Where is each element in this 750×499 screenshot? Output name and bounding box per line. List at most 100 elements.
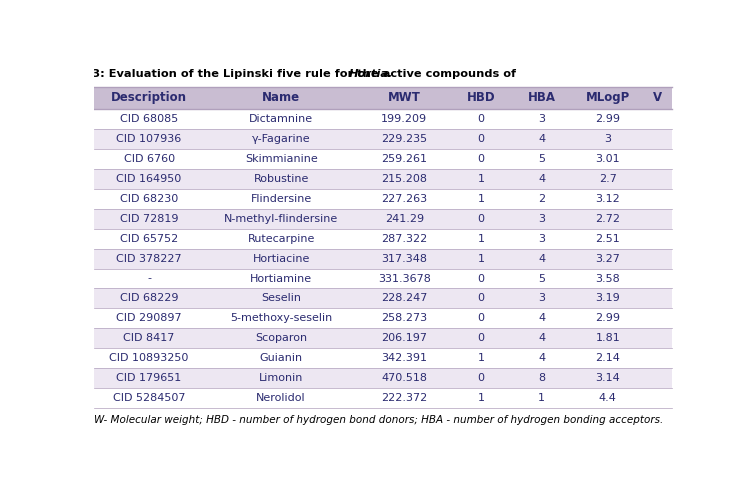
Text: 0: 0 — [478, 154, 484, 164]
Bar — [94, 268, 672, 288]
Text: Hortia.: Hortia. — [349, 69, 393, 79]
Text: 2.99: 2.99 — [596, 313, 620, 323]
Text: 0: 0 — [478, 273, 484, 283]
Bar — [94, 328, 672, 348]
Text: Nerolidol: Nerolidol — [256, 393, 306, 403]
Bar — [94, 129, 672, 149]
Text: 229.235: 229.235 — [381, 134, 427, 144]
Text: CID 290897: CID 290897 — [116, 313, 182, 323]
Text: CID 6760: CID 6760 — [124, 154, 175, 164]
Text: 342.391: 342.391 — [381, 353, 427, 363]
Bar — [94, 288, 672, 308]
Text: Description: Description — [111, 91, 187, 104]
Text: 0: 0 — [478, 313, 484, 323]
Text: 331.3678: 331.3678 — [378, 273, 430, 283]
Text: 228.247: 228.247 — [381, 293, 427, 303]
Text: CID 8417: CID 8417 — [124, 333, 175, 343]
Bar — [94, 388, 672, 408]
Text: 4: 4 — [538, 333, 545, 343]
Text: CID 107936: CID 107936 — [116, 134, 182, 144]
Text: 4: 4 — [538, 174, 545, 184]
Text: Dictamnine: Dictamnine — [249, 114, 314, 124]
Text: 3.14: 3.14 — [596, 373, 620, 383]
Text: γ-Fagarine: γ-Fagarine — [252, 134, 310, 144]
Text: 3.19: 3.19 — [596, 293, 620, 303]
Text: 0: 0 — [478, 293, 484, 303]
Text: 3.58: 3.58 — [596, 273, 620, 283]
Text: Limonin: Limonin — [259, 373, 303, 383]
Text: Seselin: Seselin — [261, 293, 302, 303]
Text: Skimmianine: Skimmianine — [244, 154, 317, 164]
Text: Hortiacine: Hortiacine — [253, 253, 310, 263]
Text: 2.14: 2.14 — [596, 353, 620, 363]
Text: 4.4: 4.4 — [599, 393, 616, 403]
Text: 1: 1 — [478, 234, 484, 244]
Text: 2.72: 2.72 — [596, 214, 620, 224]
Text: N-methyl-flindersine: N-methyl-flindersine — [224, 214, 338, 224]
Text: CID 68229: CID 68229 — [120, 293, 178, 303]
Text: CID 5284507: CID 5284507 — [112, 393, 185, 403]
Text: Hortiamine: Hortiamine — [250, 273, 312, 283]
Text: MLogP: MLogP — [586, 91, 630, 104]
Text: CID 65752: CID 65752 — [120, 234, 178, 244]
Text: 5: 5 — [538, 154, 545, 164]
Text: 206.197: 206.197 — [381, 333, 427, 343]
Text: 199.209: 199.209 — [381, 114, 427, 124]
Text: 222.372: 222.372 — [381, 393, 427, 403]
Text: CID 72819: CID 72819 — [120, 214, 178, 224]
Bar — [94, 348, 672, 368]
Text: 0: 0 — [478, 114, 484, 124]
Text: 0: 0 — [478, 214, 484, 224]
Text: 4: 4 — [538, 353, 545, 363]
Bar — [94, 109, 672, 129]
Text: 227.263: 227.263 — [381, 194, 427, 204]
Text: Scoparon: Scoparon — [255, 333, 308, 343]
Text: 2.99: 2.99 — [596, 114, 620, 124]
Bar — [94, 229, 672, 249]
Text: 1: 1 — [478, 253, 484, 263]
Bar — [94, 249, 672, 268]
Text: 2.7: 2.7 — [599, 174, 616, 184]
Text: 0: 0 — [478, 134, 484, 144]
Text: Robustine: Robustine — [254, 174, 309, 184]
Text: Flindersine: Flindersine — [251, 194, 312, 204]
Text: CID 10893250: CID 10893250 — [110, 353, 189, 363]
Bar — [94, 87, 672, 109]
Text: 1: 1 — [538, 393, 545, 403]
Text: 470.518: 470.518 — [381, 373, 427, 383]
Text: 4: 4 — [538, 134, 545, 144]
Text: 1: 1 — [478, 194, 484, 204]
Text: Name: Name — [262, 91, 300, 104]
Text: CID 68230: CID 68230 — [120, 194, 178, 204]
Text: 3.27: 3.27 — [596, 253, 620, 263]
Text: 2.51: 2.51 — [596, 234, 620, 244]
Text: 3: 3 — [538, 234, 545, 244]
Text: 1.81: 1.81 — [596, 333, 620, 343]
Text: 3: 3 — [604, 134, 611, 144]
Bar — [94, 169, 672, 189]
Text: CID 179651: CID 179651 — [116, 373, 182, 383]
Text: 258.273: 258.273 — [381, 313, 427, 323]
Bar — [94, 308, 672, 328]
Text: 3: 3 — [538, 114, 545, 124]
Text: 3: 3 — [538, 293, 545, 303]
Text: 1: 1 — [478, 174, 484, 184]
Text: 3.12: 3.12 — [596, 194, 620, 204]
Text: V: V — [653, 91, 662, 104]
Text: 4: 4 — [538, 253, 545, 263]
Text: 5: 5 — [538, 273, 545, 283]
Text: 4: 4 — [538, 313, 545, 323]
Bar — [94, 149, 672, 169]
Bar — [94, 209, 672, 229]
Text: HBD: HBD — [466, 91, 496, 104]
Bar — [94, 189, 672, 209]
Text: W- Molecular weight; HBD - number of hydrogen bond donors; HBA - number of hydro: W- Molecular weight; HBD - number of hyd… — [94, 415, 663, 425]
Text: 3: 3 — [538, 214, 545, 224]
Text: 3.01: 3.01 — [596, 154, 620, 164]
Text: 215.208: 215.208 — [381, 174, 427, 184]
Text: CID 378227: CID 378227 — [116, 253, 182, 263]
Text: Rutecarpine: Rutecarpine — [248, 234, 315, 244]
Text: 2: 2 — [538, 194, 545, 204]
Text: CID 164950: CID 164950 — [116, 174, 182, 184]
Text: 8: 8 — [538, 373, 545, 383]
